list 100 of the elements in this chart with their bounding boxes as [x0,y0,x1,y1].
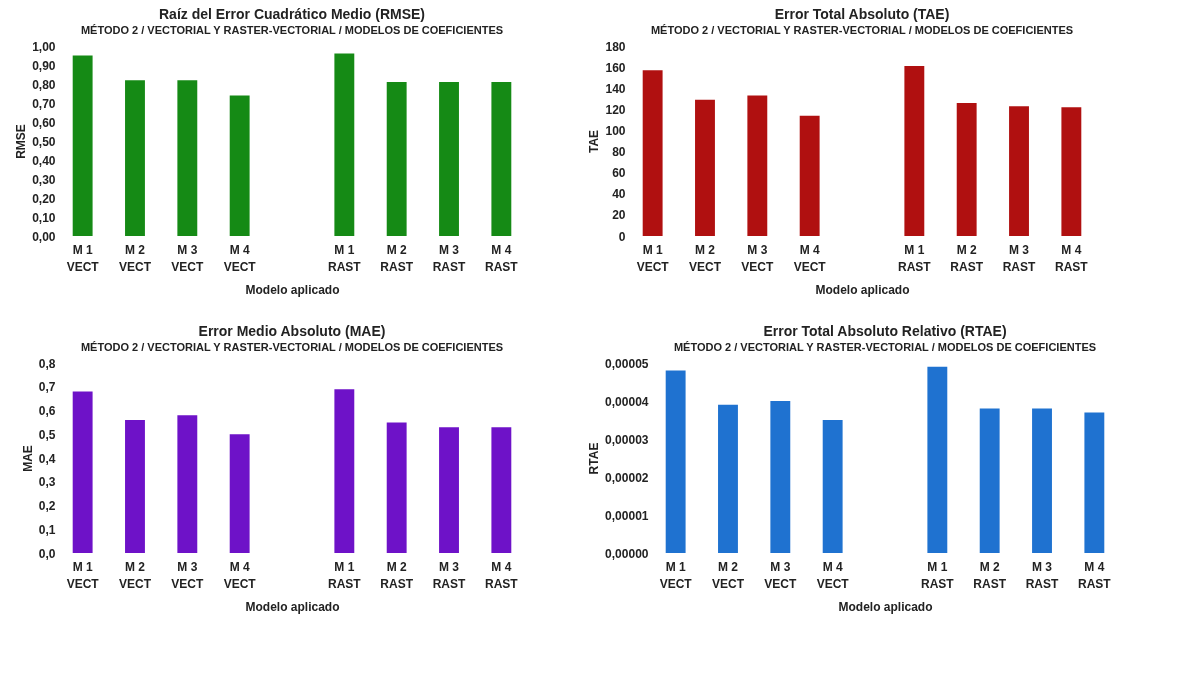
x-tick-label: M 2 RAST [380,242,414,274]
y-tick-label: 60 [612,166,626,181]
y-axis-title: TAE [587,129,602,154]
y-tick-label: 100 [605,123,626,138]
bar [229,95,250,236]
y-tick-label: 0,00003 [605,432,649,447]
bar [229,434,250,553]
y-tick-label: 0,00004 [605,394,649,409]
y-tick-label: 20 [612,208,626,223]
bar [491,427,512,553]
y-tick-label: 120 [605,102,626,117]
x-tick-label: M 3 VECT [741,242,774,274]
bar [799,115,820,236]
x-tick-label: M 2 RAST [380,559,414,591]
bar [386,422,407,553]
x-tick-label: M 4 VECT [793,242,827,274]
chart-subtitle: MÉTODO 2 / VECTORIAL Y RASTER-VECTORIAL / MODELOS DE COEFICIENTES [650,24,1074,36]
chart-title: Error Medio Absoluto (MAE) [198,323,386,339]
x-tick-label: M 4 RAST [485,559,519,591]
bar [334,53,355,236]
y-tick-label: 0,7 [38,380,56,395]
y-tick-label: 0,60 [32,115,56,130]
bar [334,389,355,553]
y-tick-label: 0,50 [32,134,56,149]
bar [665,370,686,553]
y-axis-title: MAE [20,445,35,472]
y-tick-label: 0,5 [38,427,56,442]
y-axis-title: RTAE [587,442,602,475]
y-tick-label: 140 [605,81,626,96]
chart-title: Raíz del Error Cuadrático Medio (RMSE) [158,6,426,22]
bar [822,420,843,553]
chart-title: Error Total Absoluto Relativo (RTAE) [763,323,1007,339]
y-tick-label: 0,30 [32,172,56,187]
bar [718,404,738,553]
bar [904,66,925,236]
bar [177,80,198,236]
y-tick-label: 0,00005 [605,356,649,371]
y-tick-label: 0,3 [38,475,56,490]
x-tick-label: M 3 VECT [171,242,204,274]
y-tick-label: 180 [605,39,626,54]
y-tick-label: 160 [605,60,626,75]
x-tick-label: M 1 RAST [328,242,362,274]
y-tick-label: 0,80 [32,77,56,92]
x-tick-label: M 3 RAST [432,242,467,274]
x-tick-label: M 4 RAST [1078,559,1112,591]
bar [747,95,768,236]
x-tick-label: M 1 VECT [636,242,670,274]
x-tick-label: M 2 VECT [118,242,152,274]
x-tick-label: M 2 VECT [688,242,722,274]
chart-subtitle: MÉTODO 2 / VECTORIAL Y RASTER-VECTORIAL / MODELOS DE COEFICIENTES [673,341,1097,353]
y-tick-label: 0,90 [32,58,56,73]
x-tick-label: M 1 VECT [66,242,100,274]
x-tick-label: M 1 RAST [921,559,955,591]
bar [72,55,93,236]
x-tick-label: M 4 VECT [223,559,257,591]
x-tick-label: M 2 VECT [711,559,745,591]
x-tick-label: M 1 VECT [659,559,693,591]
y-tick-label: 0,20 [32,191,56,206]
x-tick-label: M 3 RAST [432,559,467,591]
y-axis-title: RMSE [14,124,29,159]
y-tick-label: 40 [612,187,626,202]
x-axis-title: Modelo aplicado [245,599,340,614]
x-tick-label: M 4 RAST [485,242,519,274]
x-tick-label: M 2 VECT [118,559,152,591]
x-tick-label: M 1 RAST [898,242,932,274]
x-tick-label: M 3 VECT [171,559,204,591]
bar [979,408,1000,553]
y-tick-label: 0,00000 [605,546,649,561]
x-tick-label: M 3 RAST [1025,559,1060,591]
y-tick-label: 0,1 [38,522,56,537]
x-axis-title: Modelo aplicado [245,282,340,297]
x-tick-label: M 2 RAST [973,559,1007,591]
y-tick-label: 1,00 [32,39,56,54]
y-tick-label: 0,4 [38,451,56,466]
y-tick-label: 0,10 [32,210,56,225]
bar [439,427,459,553]
x-tick-label: M 4 RAST [1055,242,1089,274]
x-tick-label: M 3 RAST [1002,242,1037,274]
bar [1061,107,1082,236]
bar [1032,408,1052,553]
chart-title: Error Total Absoluto (TAE) [774,6,950,22]
x-axis-title: Modelo aplicado [838,599,933,614]
y-tick-label: 80 [612,145,626,160]
bar [177,415,198,553]
bar [642,70,663,236]
y-tick-label: 0,00 [32,229,56,244]
bar [125,80,145,236]
bar [386,82,407,236]
y-tick-label: 0,70 [32,96,56,111]
x-tick-label: M 4 VECT [816,559,850,591]
y-tick-label: 0,2 [38,499,56,513]
bar [72,391,93,553]
x-tick-label: M 1 RAST [328,559,362,591]
bar [439,82,459,236]
bar [695,99,715,236]
bar [491,82,512,236]
bar [125,420,145,553]
x-tick-label: M 4 VECT [223,242,257,274]
bar [1084,412,1105,553]
bar [956,103,977,236]
